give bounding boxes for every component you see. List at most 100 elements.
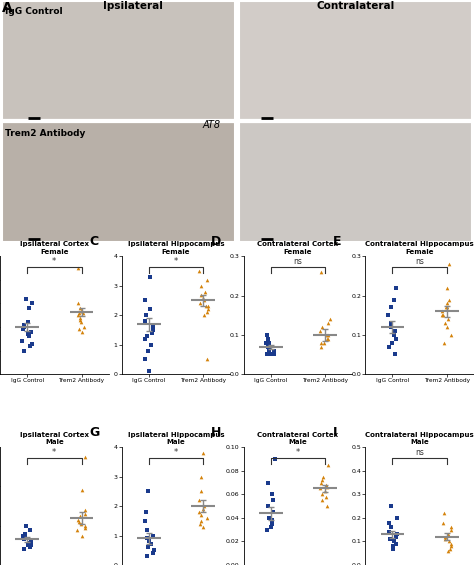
Point (444, 283, 451, 292)
Point (447, 525, 455, 534)
Point (197, 510, 205, 519)
Title: Ipsilateral Hippocampus
Female: Ipsilateral Hippocampus Female (128, 241, 224, 255)
Text: ns: ns (415, 447, 424, 457)
Point (324, 331, 332, 340)
Point (387, 303, 394, 312)
Point (389, 544, 397, 553)
Point (318, 476, 326, 485)
Point (202, 302, 210, 311)
Point (78, 306, 86, 315)
Point (445, 537, 453, 546)
Point (388, 338, 396, 347)
Text: Trem2 Antibody: Trem2 Antibody (5, 129, 85, 137)
Point (323, 331, 331, 340)
Point (319, 472, 327, 481)
Point (385, 342, 392, 351)
Point (392, 532, 400, 541)
Point (265, 338, 273, 347)
Point (441, 532, 449, 541)
Point (447, 523, 455, 532)
Point (76, 315, 84, 324)
Point (197, 487, 205, 496)
Point (81, 506, 88, 515)
Point (141, 355, 149, 364)
Point (391, 350, 398, 359)
Point (444, 315, 452, 324)
Point (150, 546, 157, 555)
Point (26, 332, 33, 341)
Point (144, 525, 151, 534)
Title: Contralateral Hippocampus
Male: Contralateral Hippocampus Male (365, 432, 474, 445)
Point (142, 311, 149, 320)
Point (325, 460, 332, 470)
Title: Ipsilateral Cortex
Male: Ipsilateral Cortex Male (20, 432, 89, 445)
Point (268, 519, 276, 528)
Point (149, 323, 157, 332)
Point (19, 531, 27, 540)
Point (263, 525, 271, 534)
Text: Contralateral: Contralateral (316, 1, 395, 11)
Point (326, 315, 334, 324)
Point (323, 492, 330, 501)
Text: ns: ns (415, 257, 424, 266)
Point (324, 334, 331, 344)
Point (442, 534, 449, 544)
Point (204, 302, 212, 311)
Point (446, 295, 453, 304)
Point (272, 454, 279, 463)
Point (145, 346, 152, 355)
Point (443, 323, 451, 332)
Point (19, 325, 27, 334)
Point (393, 530, 401, 539)
Point (320, 338, 328, 347)
Point (263, 338, 270, 347)
Text: *: * (174, 257, 178, 266)
Point (197, 281, 205, 290)
Point (203, 275, 211, 284)
Point (145, 367, 153, 376)
Point (270, 496, 277, 505)
Point (267, 523, 275, 532)
Point (387, 323, 394, 332)
Point (393, 514, 401, 523)
Text: Ipsilateral: Ipsilateral (103, 1, 163, 11)
Point (20, 323, 27, 332)
Point (441, 319, 449, 328)
Point (146, 305, 154, 314)
Point (74, 264, 82, 273)
Point (22, 294, 30, 303)
Point (265, 346, 273, 355)
Point (198, 290, 205, 299)
Point (438, 311, 446, 320)
Point (265, 346, 273, 355)
Point (27, 341, 34, 350)
Point (195, 267, 202, 276)
Point (203, 514, 211, 523)
Point (196, 519, 204, 528)
Point (200, 449, 207, 458)
Point (200, 505, 207, 514)
Point (146, 272, 154, 281)
Point (270, 346, 278, 355)
Point (391, 327, 399, 336)
Point (28, 339, 36, 348)
Text: I: I (333, 426, 337, 439)
Point (148, 328, 156, 337)
Text: A: A (2, 1, 13, 15)
Point (82, 453, 89, 462)
Point (270, 350, 277, 359)
Point (76, 303, 83, 312)
Point (141, 296, 148, 305)
Point (269, 490, 276, 499)
Point (78, 327, 85, 336)
Point (264, 478, 272, 487)
Point (385, 518, 392, 527)
Point (317, 338, 325, 347)
Bar (2, 1, 235, 120)
Point (323, 502, 331, 511)
Point (145, 487, 152, 496)
Point (147, 340, 155, 349)
Point (386, 534, 394, 544)
Point (324, 319, 331, 328)
Point (143, 331, 151, 340)
